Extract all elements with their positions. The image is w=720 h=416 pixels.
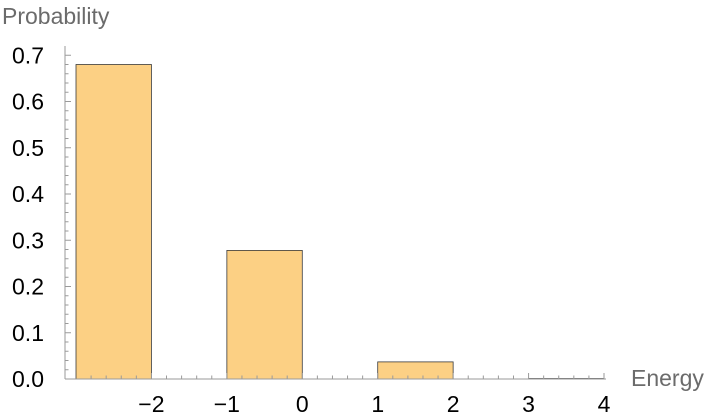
y-tick-label: 0.5 (12, 135, 44, 161)
bars-group (75, 64, 605, 380)
y-tick-label: 0.6 (12, 89, 44, 115)
y-tick-label: 0.2 (12, 274, 44, 300)
x-tick-label: 4 (598, 391, 611, 416)
bar-0 (75, 64, 152, 380)
y-ticks-group: 0.0 0.1 0.2 0.3 0.4 0.5 0.6 0.7 (12, 42, 71, 392)
x-tick-label: −1 (214, 391, 240, 416)
x-axis-title: Energy (631, 365, 704, 391)
bar-1 (226, 250, 303, 380)
bar-2 (377, 361, 454, 380)
x-tick-label: 3 (522, 391, 535, 416)
x-tick-label: 2 (447, 391, 460, 416)
x-tick-label: 1 (371, 391, 384, 416)
y-tick-label: 0.0 (12, 366, 44, 392)
y-tick-label: 0.4 (12, 181, 44, 207)
x-tick-label: 0 (296, 391, 309, 416)
x-ticks-group: −2 −1 0 1 2 3 4 (90, 373, 611, 416)
y-tick-label: 0.7 (12, 42, 44, 68)
x-tick-label: −2 (138, 391, 164, 416)
y-tick-label: 0.3 (12, 227, 44, 253)
y-tick-label: 0.1 (12, 320, 44, 346)
y-axis-title: Probability (2, 3, 110, 29)
